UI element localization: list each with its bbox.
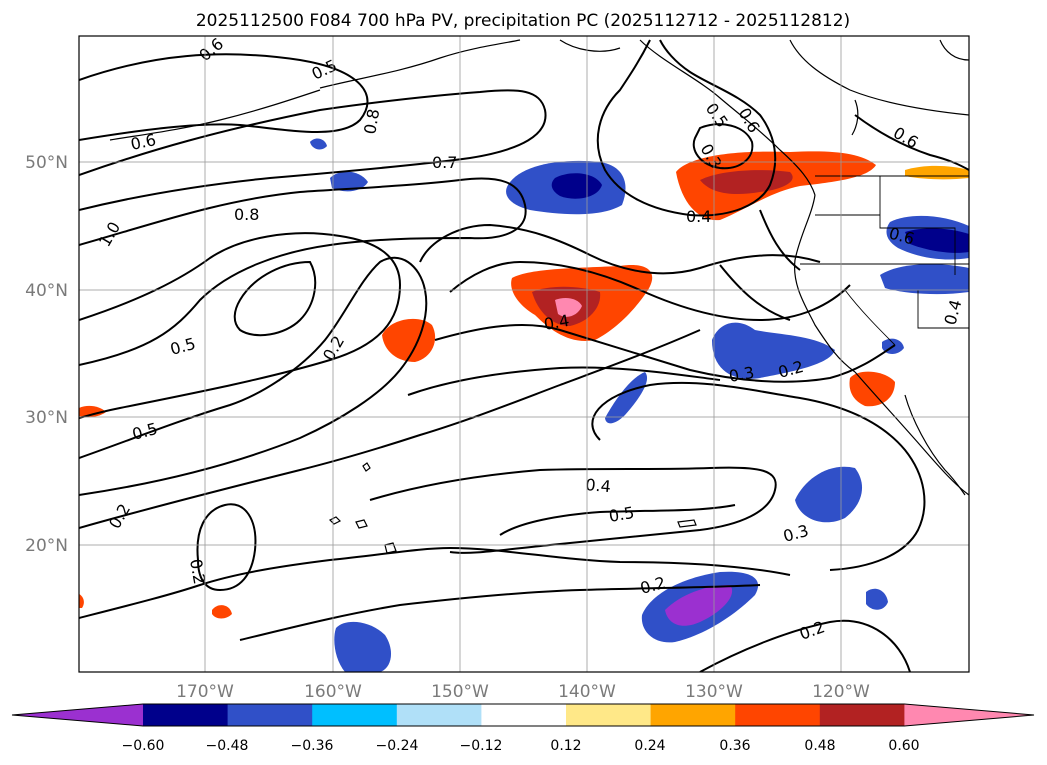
pos-blob-small-sw [212, 605, 232, 619]
lon-tick-label: 140°W [558, 682, 616, 702]
colorbar-swatch [312, 704, 398, 726]
lat-ticks: 50°N 40°N 30°N 20°N [25, 153, 68, 556]
contour-label: 0.3 [727, 363, 755, 386]
contour-label: 0.6 [129, 130, 158, 154]
lat-tick-label: 40°N [25, 281, 68, 301]
colorbar-tick-label: 0.12 [550, 738, 581, 754]
neg-core-tropical [665, 585, 733, 626]
colorbar-tick-label: 0.48 [804, 738, 835, 754]
lon-tick-label: 150°W [431, 682, 489, 702]
pos-blob-coast-se [849, 371, 895, 407]
colorbar-tick-label: −0.24 [376, 738, 419, 754]
colorbar-tick-label: 0.24 [634, 738, 665, 754]
chart-title: 2025112500 F084 700 hPa PV, precipitatio… [196, 11, 850, 31]
neg-blob-south-west [334, 621, 392, 672]
colorbar-swatch [227, 704, 313, 726]
neg-blob-small-nw [330, 171, 368, 192]
lon-tick-label: 130°W [685, 682, 743, 702]
lon-tick-label: 170°W [176, 682, 234, 702]
contour-label: 0.5 [607, 503, 635, 526]
colorbar-tick-label: −0.36 [291, 738, 334, 754]
colorbar-swatch [396, 704, 482, 726]
contour-label: 0.8 [234, 205, 259, 224]
gridlines [79, 36, 969, 672]
colorbar-tick-label: −0.12 [460, 738, 503, 754]
pos-blob-far-west [79, 405, 106, 418]
contour-label: 0.8 [360, 107, 383, 135]
colorbar-tick-label: 0.60 [888, 738, 919, 754]
colorbar-tick-label: 0.36 [719, 738, 750, 754]
colorbar-swatch [143, 704, 229, 726]
pos-core-central [555, 298, 582, 317]
neg-blob-tiny-nw [310, 138, 327, 150]
pos-core-northeast [700, 170, 793, 195]
colorbar-swatch [735, 704, 821, 726]
lon-tick-label: 120°W [812, 682, 870, 702]
colorbar-tick-label: −0.60 [122, 738, 165, 754]
precip-shading [79, 138, 969, 672]
neg-blob-small-se [866, 588, 888, 610]
lat-tick-label: 20°N [25, 536, 68, 556]
colorbar-tick-label: −0.48 [206, 738, 249, 754]
colorbar-swatch [481, 704, 567, 726]
colorbar-outline [11, 703, 1035, 727]
colorbar-swatches [11, 703, 1035, 727]
colorbar-swatch [819, 704, 905, 726]
neg-core-coast-east [905, 228, 969, 253]
lon-tick-label: 160°W [304, 682, 362, 702]
colorbar-extend-low [12, 704, 143, 726]
lat-tick-label: 30°N [25, 408, 68, 428]
map-panel: 0.6 0.5 0.8 0.6 0.7 0.8 1.0 0.5 0.2 0.5 … [79, 36, 969, 672]
contour-label: 0.4 [542, 311, 570, 334]
map-frame [78, 35, 970, 673]
contour-label: 0.2 [186, 557, 209, 585]
colorbar: −0.60 −0.48 −0.36 −0.24 −0.12 0.12 0.24 … [11, 703, 1035, 754]
colorbar-swatch [566, 704, 652, 726]
neg-blob-coast-east2 [880, 264, 969, 295]
contour-label: 0.4 [585, 475, 612, 496]
coastlines [109, 39, 969, 496]
neg-blob-streak [605, 372, 648, 424]
colorbar-extend-high [904, 704, 1034, 726]
pos-blob-far-west2 [79, 594, 84, 608]
lat-tick-label: 50°N [25, 153, 68, 173]
neg-core-north-central [551, 173, 602, 199]
neg-blob-hawaii-ne [795, 466, 863, 523]
pv-contours [79, 39, 969, 672]
colorbar-ticks: −0.60 −0.48 −0.36 −0.24 −0.12 0.12 0.24 … [122, 738, 920, 754]
contour-label: 0.4 [686, 207, 711, 226]
colorbar-swatch [650, 704, 736, 726]
neg-blob-subtropical [712, 322, 835, 379]
lon-ticks: 170°W 160°W 150°W 140°W 130°W 120°W [176, 682, 870, 702]
